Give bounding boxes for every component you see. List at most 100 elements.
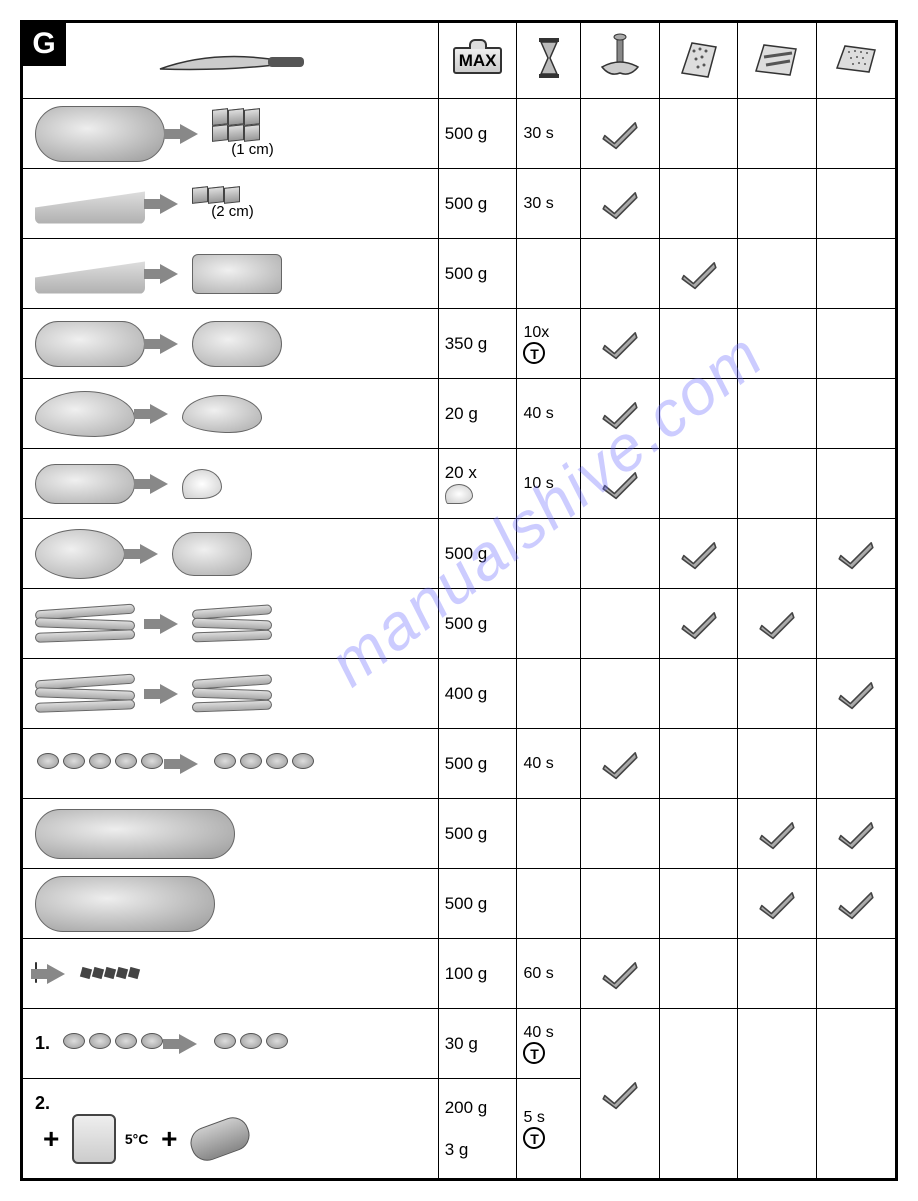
max-cell: 500 g — [438, 99, 517, 169]
pulse-icon: T — [523, 1042, 545, 1064]
prep-label: (1 cm) — [212, 141, 292, 158]
header-time — [517, 23, 580, 99]
header-row: MAX — [23, 23, 896, 99]
header-max: MAX — [438, 23, 517, 99]
row-round-veg: 500 g — [23, 519, 896, 589]
header-grater3 — [817, 23, 896, 99]
max-cell: 350 g — [438, 309, 517, 379]
plus-icon: + — [161, 1123, 177, 1154]
row-garlic: 20 x 10 s — [23, 449, 896, 519]
time-cell — [517, 519, 580, 589]
arrow-icon — [160, 334, 178, 354]
check-icon — [836, 537, 876, 571]
pulse-icon: T — [523, 342, 545, 364]
row-herbs: 20 g 40 s — [23, 379, 896, 449]
time-top: 5 s — [523, 1109, 573, 1127]
max-cell: 30 g — [438, 1009, 517, 1079]
arrow-icon — [160, 264, 178, 284]
check-icon — [600, 187, 640, 221]
round-cut-illus — [172, 532, 252, 576]
onion-illus — [35, 321, 145, 367]
max-top: 20 x — [445, 463, 511, 483]
time-cell: 30 s — [517, 99, 580, 169]
row-onion: 350 g 10x T — [23, 309, 896, 379]
section-badge: G — [22, 22, 66, 66]
arrow-icon — [160, 614, 178, 634]
arrow-icon — [150, 474, 168, 494]
prep-label: (2 cm) — [192, 203, 272, 220]
step-number: 1. — [35, 1033, 50, 1054]
header-grater1 — [659, 23, 738, 99]
grater1-icon — [674, 35, 724, 81]
check-icon — [600, 397, 640, 431]
arrow-icon — [180, 754, 198, 774]
carrots-cut-illus — [192, 601, 282, 647]
garlic-illus — [35, 464, 135, 504]
max-cell: 500 g — [438, 169, 517, 239]
check-icon — [836, 677, 876, 711]
check-icon — [679, 537, 719, 571]
max-cell: 500 g — [438, 799, 517, 869]
knife-icon — [150, 41, 310, 81]
chocolate-bits-illus — [80, 964, 140, 984]
cubes-illus: (2 cm) — [192, 187, 272, 220]
time-cell — [517, 799, 580, 869]
cinnamon-illus — [186, 1113, 254, 1165]
time-cell: 30 s — [517, 169, 580, 239]
arrow-icon — [47, 964, 65, 984]
block-illus — [192, 254, 282, 294]
row-nuts: 500 g 40 s — [23, 729, 896, 799]
nuts-illus — [61, 1034, 165, 1053]
row-potatoes: 500 g — [23, 869, 896, 939]
row-cucumber: 500 g — [23, 799, 896, 869]
header-blade — [580, 23, 659, 99]
arrow-icon — [179, 1034, 197, 1054]
max-line1: 200 g — [445, 1098, 511, 1118]
header-knife — [23, 23, 439, 99]
check-icon — [600, 1077, 640, 1111]
row-carrots-1: 500 g — [23, 589, 896, 659]
max-cell: 500 g — [438, 729, 517, 799]
header-grater2 — [738, 23, 817, 99]
row-step1: 1. 30 g 40 s T — [23, 1009, 896, 1079]
max-line2: 3 g — [445, 1140, 511, 1160]
arrow-icon — [180, 124, 198, 144]
merged-check-cell — [580, 1009, 659, 1179]
jar-illus — [72, 1114, 116, 1164]
max-cell: 20 g — [438, 379, 517, 449]
blade-icon — [598, 33, 642, 83]
nuts-cut-illus — [212, 754, 316, 773]
check-icon — [757, 887, 797, 921]
meat-illus — [35, 106, 165, 162]
carrots-illus — [35, 601, 145, 647]
check-icon — [600, 467, 640, 501]
clove-illus — [182, 469, 222, 499]
time-cell — [517, 659, 580, 729]
carrots-cut-illus — [192, 671, 282, 717]
check-icon — [600, 957, 640, 991]
max-cell: 500 g — [438, 589, 517, 659]
max-cell: 20 x — [438, 449, 517, 519]
time-cell: 40 s T — [517, 1009, 580, 1079]
time-top: 40 s — [523, 1024, 573, 1042]
max-cell: 500 g — [438, 869, 517, 939]
check-icon — [836, 887, 876, 921]
slicer-icon — [750, 35, 804, 81]
check-icon — [836, 817, 876, 851]
row-chocolate: 100 g 60 s — [23, 939, 896, 1009]
herbs-illus — [35, 391, 135, 437]
check-icon — [600, 327, 640, 361]
check-icon — [679, 607, 719, 641]
arrow-icon — [160, 194, 178, 214]
row-meat: (1 cm) 500 g 30 s — [23, 99, 896, 169]
arrow-icon — [160, 684, 178, 704]
max-cell: 200 g 3 g — [438, 1079, 517, 1179]
time-cell: 5 s T — [517, 1079, 580, 1179]
nuts-cut-illus — [212, 1034, 290, 1053]
time-cell — [517, 869, 580, 939]
nuts-illus — [35, 754, 165, 773]
pulse-icon: T — [523, 1127, 545, 1149]
clove-small-icon — [445, 484, 473, 504]
time-cell — [517, 589, 580, 659]
max-cell: 500 g — [438, 239, 517, 309]
